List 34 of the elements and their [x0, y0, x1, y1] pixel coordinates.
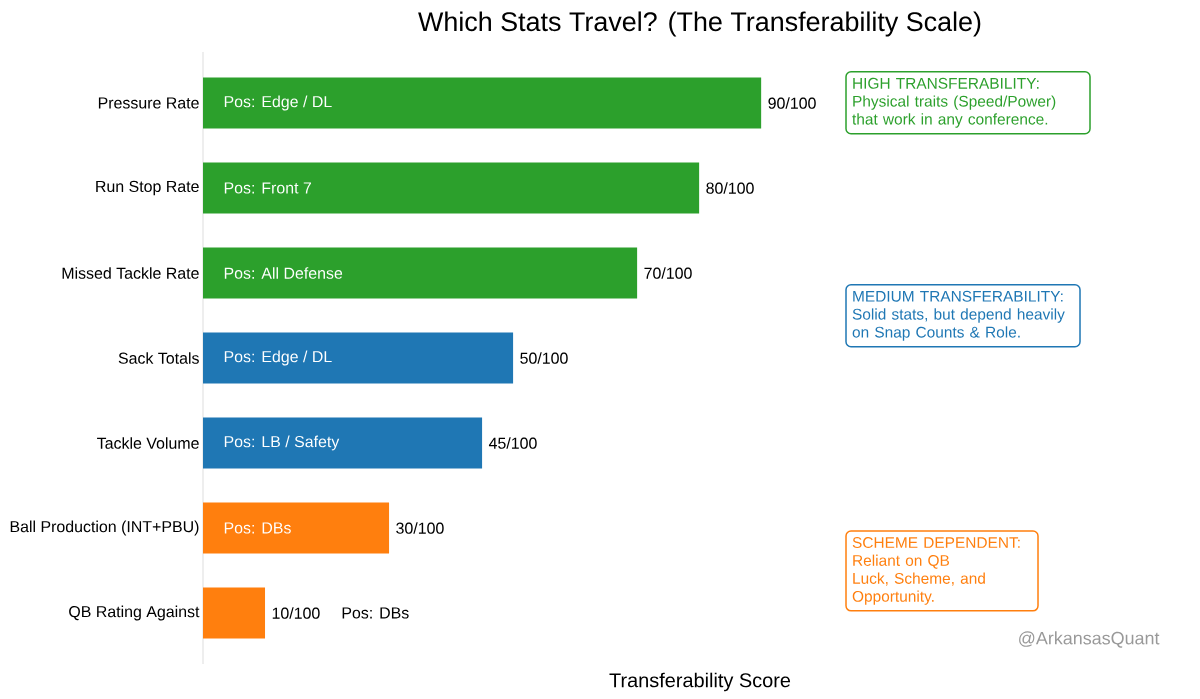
annotation: Pos: All Defense	[224, 267, 343, 279]
y-tick-label: Tackle Volume	[97, 437, 199, 449]
y-tick-label: Ball Production (INT+PBU)	[10, 520, 199, 536]
bar	[203, 162, 700, 214]
y-tick-label: QB Rating Against	[69, 605, 200, 621]
text: HIGH TRANSFERABILITY: Physical traits (Speed/Power) that work in any conference.	[852, 77, 1056, 128]
annotation: Pos: DBs	[342, 607, 409, 619]
annotation: Pos: Edge / DL	[224, 350, 332, 366]
text: SCHEME DEPENDENT: Reliant on QB Luck, Scheme, and Opportunity.	[852, 537, 1020, 605]
data-label: 30/100	[396, 522, 444, 534]
annotation: Pos: Edge / DL	[224, 95, 332, 111]
chart-title: Which Stats Travel? (The Transferability Scale)	[418, 11, 981, 37]
bar	[203, 587, 266, 639]
y-tick-label: Pressure Rate	[98, 97, 199, 109]
y-tick-label: Sack Totals	[118, 352, 199, 364]
data-label: 50/100	[520, 352, 568, 364]
bar	[203, 247, 638, 299]
x-axis-title: Transferability Score	[609, 672, 791, 692]
data-label: 90/100	[768, 97, 816, 109]
annotation: Pos: LB / Safety	[224, 435, 340, 451]
bar	[203, 417, 483, 469]
annotation: Pos: Front 7	[224, 182, 312, 194]
text: MEDIUM TRANSFERABILITY: Solid stats, but depend heavily on Snap Counts & Role.	[852, 290, 1065, 341]
data-label: 10/100	[272, 607, 320, 619]
y-tick-label: Missed Tackle Rate	[62, 267, 199, 279]
y-tick-label: Run Stop Rate	[96, 180, 199, 196]
data-label: 45/100	[488, 437, 537, 449]
bar	[203, 502, 390, 554]
bar	[203, 332, 514, 384]
data-label: 80/100	[706, 182, 754, 194]
annotation: Pos: DBs	[224, 522, 291, 534]
bar	[203, 77, 762, 129]
data-label: 70/100	[644, 267, 692, 279]
text: @ArkansasQuant	[1019, 631, 1160, 648]
